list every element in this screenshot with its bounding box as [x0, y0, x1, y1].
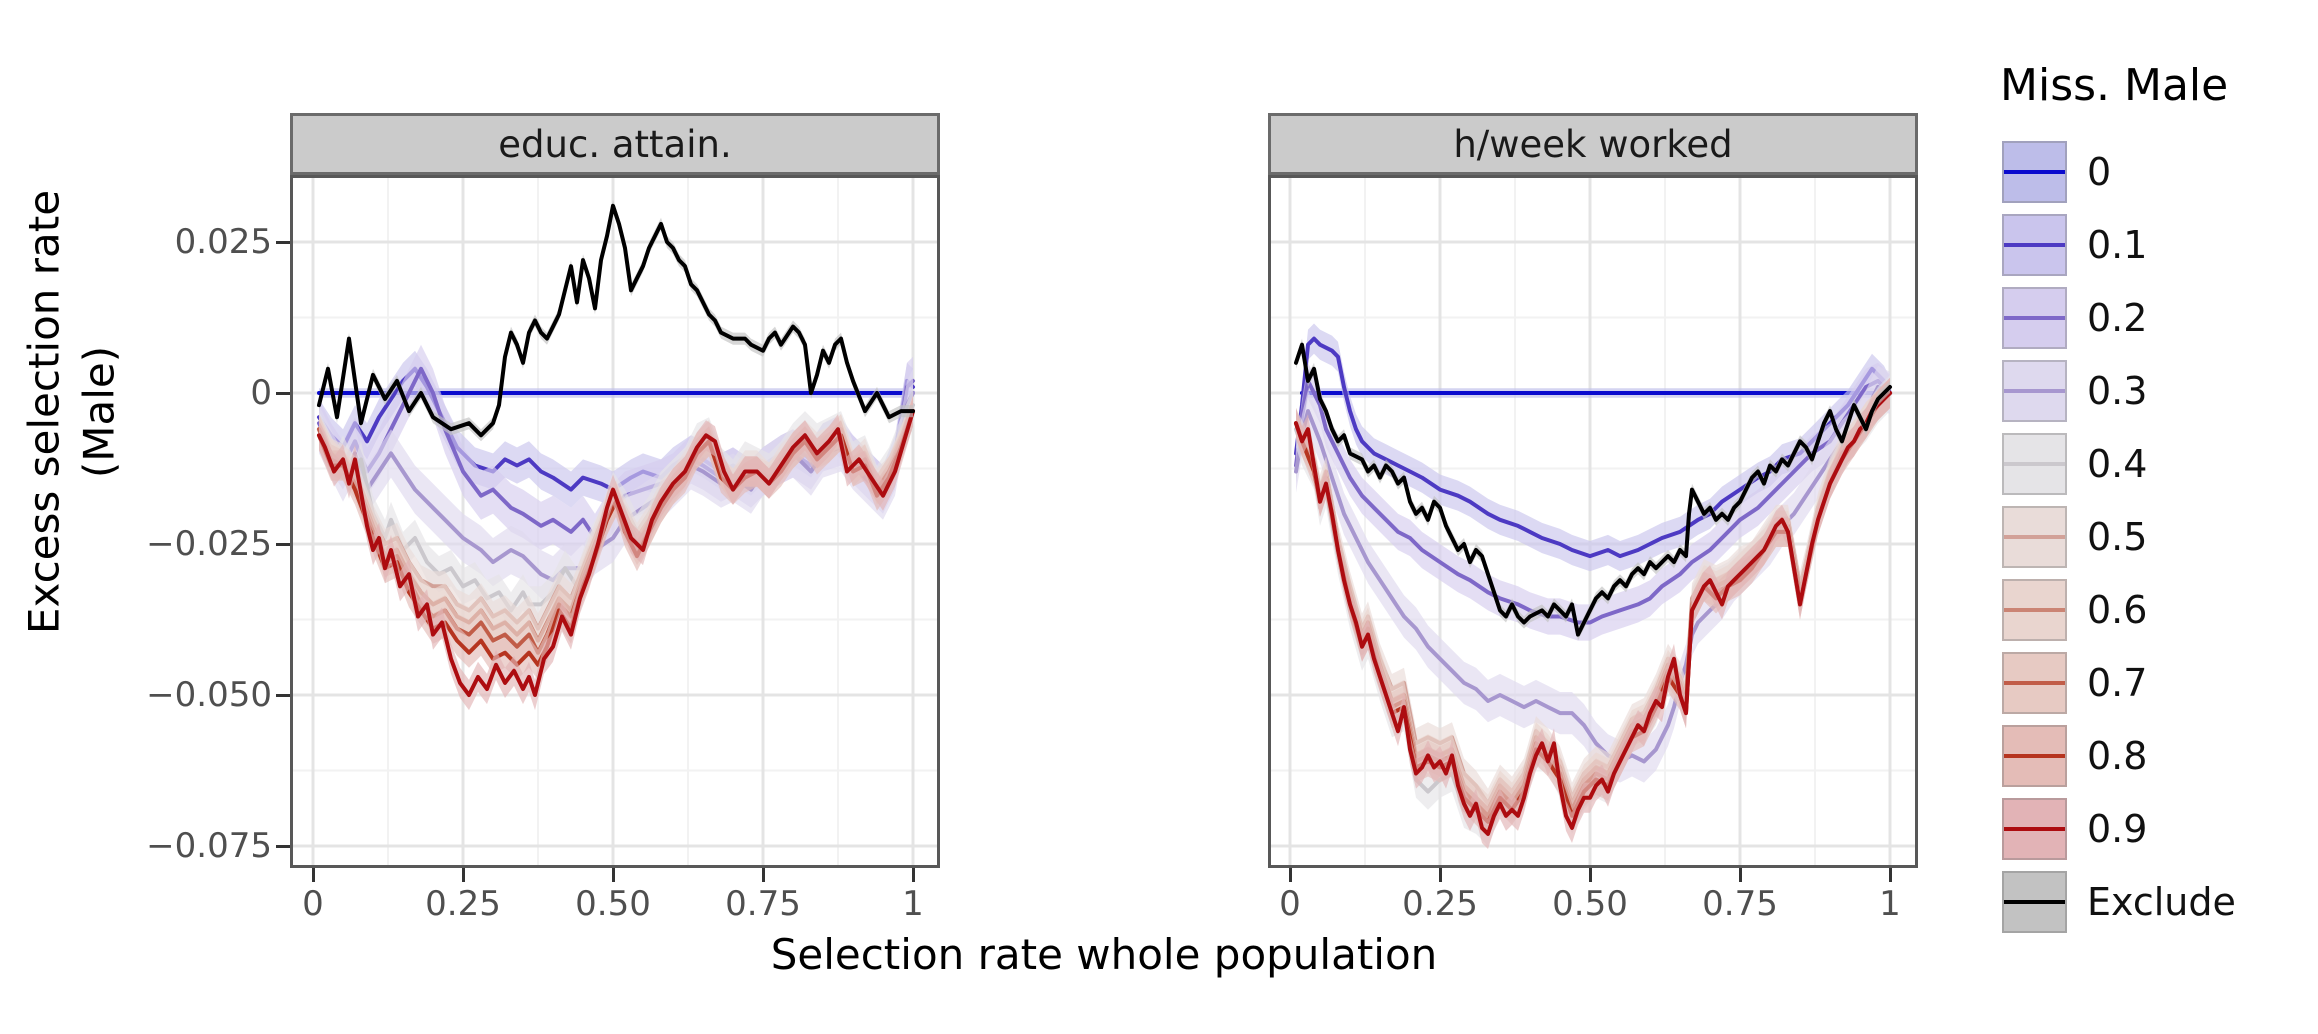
- line-series-Exclude: [1294, 342, 1892, 637]
- legend-key-swatch: [2002, 360, 2067, 422]
- legend-entry-0.9: 0.9: [2002, 798, 2236, 860]
- legend-key-line: [2004, 827, 2065, 831]
- legend-key-line: [2004, 754, 2065, 758]
- x-axis-title: Selection rate whole population: [770, 930, 1438, 979]
- x-tick-label: 0.25: [425, 884, 501, 924]
- legend-entry-label: 0.3: [2087, 369, 2148, 413]
- legend-entry-label: 0.1: [2087, 223, 2148, 267]
- legend-key-line: [2004, 681, 2065, 685]
- line-series-Exclude: [317, 203, 915, 438]
- x-tick-mark: [1888, 868, 1892, 882]
- ribbon-series-0.2: [1296, 362, 1890, 641]
- x-tick-label: 1: [1879, 884, 1901, 924]
- legend-entry-label: 0.2: [2087, 296, 2148, 340]
- legend-key-swatch: [2002, 871, 2067, 933]
- legend-entry-label: 0.8: [2087, 734, 2148, 778]
- legend-key-swatch: [2002, 652, 2067, 714]
- facet-strip-label: educ. attain.: [498, 122, 732, 166]
- legend-entry-label: 0.9: [2087, 807, 2148, 851]
- legend-entry-0.5: 0.5: [2002, 506, 2236, 568]
- facet-panel-1: [1268, 175, 1918, 868]
- ribbon-series-0.6: [319, 396, 913, 656]
- legend-key-swatch: [2002, 579, 2067, 641]
- legend-key-line: [2004, 608, 2065, 612]
- y-axis-title-line1: Excess selection rate: [19, 189, 69, 635]
- legend-key-swatch: [2002, 287, 2067, 349]
- legend-title: Miss. Male: [2000, 60, 2229, 111]
- legend-key-swatch: [2002, 725, 2067, 787]
- x-tick-mark: [311, 868, 315, 882]
- legend-entry-0.2: 0.2: [2002, 287, 2236, 349]
- facet-strip-educ-attain: educ. attain.: [290, 113, 940, 175]
- x-tick-label: 1: [902, 884, 924, 924]
- ribbon-series-0.3: [319, 368, 913, 605]
- x-tick-label: 0: [1279, 884, 1301, 924]
- legend-entry-Exclude: Exclude: [2002, 871, 2236, 933]
- legend: Miss. Male 0 0.1 0.2 0.3 0.4 0.5 0.6 0.7 0.8 0.9 E…: [2000, 60, 2236, 944]
- facet-strip-label: h/week worked: [1453, 122, 1733, 166]
- legend-key-line: [2004, 462, 2065, 466]
- legend-entry-label: Exclude: [2087, 880, 2236, 924]
- legend-entry-0: 0: [2002, 141, 2236, 203]
- y-tick-label: 0.025: [174, 222, 272, 262]
- legend-entry-label: 0: [2087, 150, 2112, 194]
- y-tick-label: −0.075: [146, 826, 272, 866]
- legend-entry-0.3: 0.3: [2002, 360, 2236, 422]
- y-tick-mark: [276, 844, 290, 848]
- x-tick-mark: [911, 868, 915, 882]
- legend-key-line: [2004, 389, 2065, 393]
- x-tick-label: 0.50: [575, 884, 651, 924]
- line-series-0.9: [1294, 391, 1892, 836]
- line-series-0.9: [317, 409, 915, 697]
- legend-entry-0.6: 0.6: [2002, 579, 2236, 641]
- facet-strip-hweek-worked: h/week worked: [1268, 113, 1918, 175]
- legend-entry-0.4: 0.4: [2002, 433, 2236, 495]
- x-tick-mark: [761, 868, 765, 882]
- x-tick-mark: [611, 868, 615, 882]
- legend-key-line: [2004, 170, 2065, 174]
- x-tick-mark: [1438, 868, 1442, 882]
- legend-key-line: [2004, 900, 2065, 904]
- legend-entry-0.1: 0.1: [2002, 214, 2236, 276]
- ribbon-series-0.9: [319, 396, 913, 711]
- legend-key-swatch: [2002, 214, 2067, 276]
- x-tick-mark: [461, 868, 465, 882]
- legend-entry-label: 0.7: [2087, 661, 2148, 705]
- y-tick-label: −0.025: [146, 524, 272, 564]
- x-tick-label: 0.75: [725, 884, 801, 924]
- legend-key-swatch: [2002, 506, 2067, 568]
- legend-key-swatch: [2002, 798, 2067, 860]
- y-tick-label: −0.050: [146, 675, 272, 715]
- x-tick-mark: [1738, 868, 1742, 882]
- legend-entry-0.8: 0.8: [2002, 725, 2236, 787]
- legend-entry-0.7: 0.7: [2002, 652, 2236, 714]
- legend-entry-label: 0.6: [2087, 588, 2148, 632]
- legend-key-swatch: [2002, 141, 2067, 203]
- y-tick-mark: [276, 240, 290, 244]
- x-tick-label: 0: [302, 884, 324, 924]
- panel-border: [1268, 175, 1918, 868]
- x-tick-label: 0.75: [1702, 884, 1778, 924]
- legend-entry-label: 0.4: [2087, 442, 2148, 486]
- ribbon-series-0.3: [1296, 365, 1890, 783]
- x-tick-mark: [1588, 868, 1592, 882]
- legend-key-swatch: [2002, 433, 2067, 495]
- x-tick-label: 0.25: [1402, 884, 1478, 924]
- y-tick-mark: [276, 391, 290, 395]
- x-tick-label: 0.50: [1552, 884, 1628, 924]
- line-series-0.2: [1294, 378, 1892, 625]
- panel-border: [290, 175, 940, 868]
- facet-panel-0: [290, 175, 940, 868]
- y-tick-mark: [276, 693, 290, 697]
- legend-entries: 0 0.1 0.2 0.3 0.4 0.5 0.6 0.7 0.8 0.9 Exclude: [2002, 141, 2236, 933]
- y-tick-label: 0: [250, 373, 272, 413]
- legend-key-line: [2004, 316, 2065, 320]
- legend-entry-label: 0.5: [2087, 515, 2148, 559]
- y-tick-mark: [276, 542, 290, 546]
- legend-key-line: [2004, 243, 2065, 247]
- legend-key-line: [2004, 535, 2065, 539]
- x-tick-mark: [1288, 868, 1292, 882]
